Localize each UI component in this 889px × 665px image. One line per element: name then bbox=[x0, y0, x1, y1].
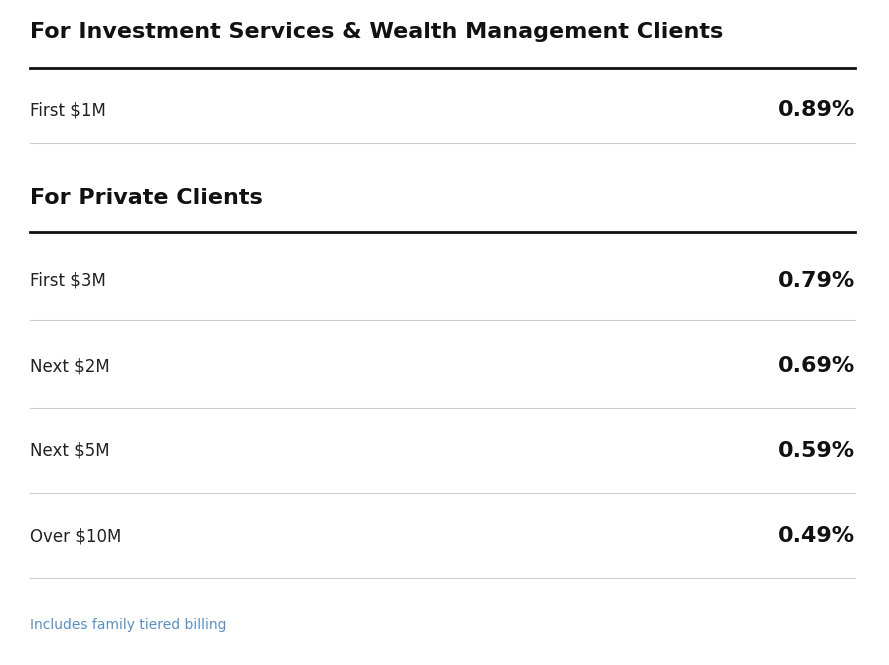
Text: Next $2M: Next $2M bbox=[30, 357, 109, 375]
Text: Next $5M: Next $5M bbox=[30, 442, 109, 460]
Text: Over $10M: Over $10M bbox=[30, 527, 122, 545]
Text: 0.79%: 0.79% bbox=[778, 271, 855, 291]
Text: First $3M: First $3M bbox=[30, 272, 106, 290]
Text: 0.89%: 0.89% bbox=[778, 100, 855, 120]
Text: For Private Clients: For Private Clients bbox=[30, 188, 263, 208]
Text: First $1M: First $1M bbox=[30, 101, 106, 119]
Text: Includes family tiered billing: Includes family tiered billing bbox=[30, 618, 227, 632]
Text: 0.49%: 0.49% bbox=[778, 526, 855, 546]
Text: 0.69%: 0.69% bbox=[778, 356, 855, 376]
Text: For Investment Services & Wealth Management Clients: For Investment Services & Wealth Managem… bbox=[30, 22, 724, 42]
Text: 0.59%: 0.59% bbox=[778, 441, 855, 461]
